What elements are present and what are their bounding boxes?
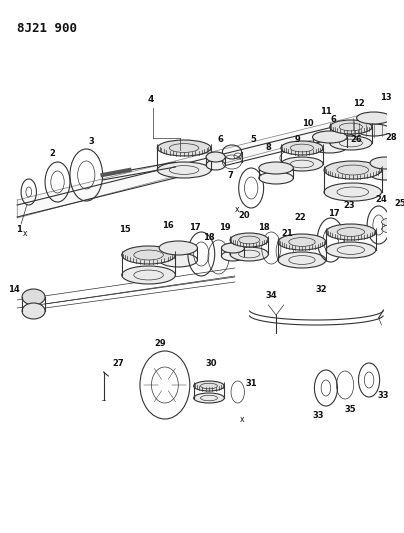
- Ellipse shape: [157, 140, 211, 156]
- Text: 26: 26: [351, 135, 362, 144]
- Text: 19: 19: [219, 223, 231, 232]
- Text: 23: 23: [343, 201, 355, 211]
- Ellipse shape: [324, 183, 381, 201]
- Text: 15: 15: [119, 225, 130, 235]
- Text: 6: 6: [217, 134, 223, 143]
- Text: 4: 4: [147, 95, 154, 104]
- Ellipse shape: [221, 251, 244, 261]
- Ellipse shape: [326, 242, 376, 258]
- Text: 17: 17: [328, 208, 339, 217]
- Text: 22: 22: [294, 213, 306, 222]
- Text: 27: 27: [112, 359, 124, 368]
- Ellipse shape: [22, 289, 45, 305]
- Text: 1: 1: [16, 225, 22, 235]
- Ellipse shape: [159, 241, 198, 255]
- Ellipse shape: [313, 131, 347, 143]
- Text: 5: 5: [250, 135, 256, 144]
- Text: 20: 20: [239, 211, 250, 220]
- Text: 3: 3: [88, 138, 94, 147]
- Ellipse shape: [230, 233, 268, 247]
- Text: x: x: [235, 206, 239, 214]
- Text: 25: 25: [395, 199, 404, 208]
- Ellipse shape: [357, 124, 391, 136]
- Ellipse shape: [324, 161, 381, 179]
- Ellipse shape: [206, 160, 225, 170]
- Text: 13: 13: [379, 93, 391, 102]
- Text: 21: 21: [282, 230, 293, 238]
- Text: 28: 28: [385, 133, 397, 142]
- Ellipse shape: [281, 141, 323, 155]
- Text: 8J21 900: 8J21 900: [17, 22, 77, 35]
- Text: 6: 6: [330, 115, 337, 124]
- Text: 34: 34: [265, 290, 277, 300]
- Ellipse shape: [194, 393, 224, 403]
- Text: 10: 10: [302, 119, 314, 128]
- Ellipse shape: [122, 246, 175, 264]
- Text: 18: 18: [258, 223, 269, 232]
- Ellipse shape: [159, 253, 198, 267]
- Ellipse shape: [206, 152, 225, 162]
- Text: 9: 9: [294, 135, 300, 144]
- Ellipse shape: [259, 172, 293, 184]
- Text: 33: 33: [313, 411, 324, 421]
- Ellipse shape: [22, 303, 45, 319]
- Text: x: x: [240, 416, 245, 424]
- Ellipse shape: [194, 381, 224, 391]
- Text: 14: 14: [8, 285, 20, 294]
- Ellipse shape: [221, 243, 244, 253]
- Ellipse shape: [313, 141, 347, 153]
- Text: 7: 7: [227, 172, 233, 181]
- Ellipse shape: [330, 120, 372, 134]
- Polygon shape: [17, 113, 369, 218]
- Text: 33: 33: [378, 391, 389, 400]
- Ellipse shape: [326, 224, 376, 240]
- Ellipse shape: [278, 252, 326, 268]
- Ellipse shape: [370, 157, 401, 169]
- Text: x: x: [23, 230, 27, 238]
- Ellipse shape: [259, 162, 293, 174]
- Text: 2: 2: [50, 149, 56, 158]
- Ellipse shape: [157, 162, 211, 178]
- Text: 30: 30: [205, 359, 217, 368]
- Text: 16: 16: [162, 221, 174, 230]
- Text: 11: 11: [320, 108, 332, 117]
- Ellipse shape: [370, 168, 401, 180]
- Ellipse shape: [278, 234, 326, 250]
- Text: 12: 12: [353, 99, 364, 108]
- Ellipse shape: [230, 247, 268, 261]
- Text: 31: 31: [245, 379, 257, 389]
- Ellipse shape: [357, 112, 391, 124]
- Text: 17: 17: [189, 223, 200, 232]
- Ellipse shape: [281, 157, 323, 171]
- Text: 29: 29: [154, 338, 166, 348]
- Ellipse shape: [381, 225, 401, 233]
- Ellipse shape: [330, 136, 372, 150]
- Ellipse shape: [122, 266, 175, 284]
- Text: 24: 24: [376, 196, 387, 205]
- Text: 18: 18: [203, 233, 215, 243]
- Text: 35: 35: [344, 406, 356, 415]
- Text: 8: 8: [265, 143, 271, 152]
- Text: 32: 32: [315, 286, 327, 295]
- Ellipse shape: [381, 218, 401, 226]
